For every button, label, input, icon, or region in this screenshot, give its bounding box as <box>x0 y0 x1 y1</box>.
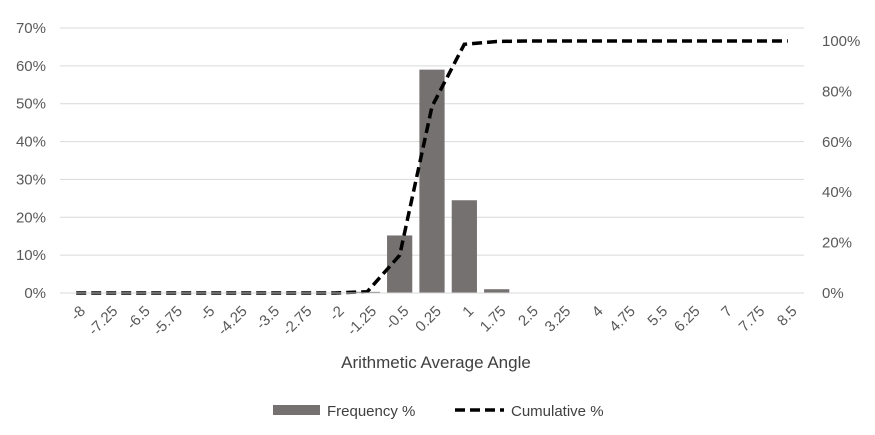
x-tick-label: 5.5 <box>644 303 671 330</box>
legend-label-cumulative: Cumulative % <box>511 403 604 420</box>
cumulative-line-path <box>76 39 788 295</box>
bar-1 <box>451 200 477 293</box>
y-left-tick-label: 10% <box>16 247 46 264</box>
y-right-tick-label: 0% <box>822 285 844 302</box>
y-left-tick-label: 20% <box>16 209 46 226</box>
x-tick-label: 4 <box>589 303 607 321</box>
y-right-tick-label: 20% <box>822 235 852 252</box>
x-tick-label: 6.25 <box>671 303 704 336</box>
x-axis-title: Arithmetic Average Angle <box>341 353 531 372</box>
legend-item-frequency: Frequency % <box>273 403 415 420</box>
cumulative-line <box>76 39 788 295</box>
x-tick-label: -1.25 <box>344 303 380 339</box>
x-tick-label: 1.75 <box>477 303 510 336</box>
x-tick-label: -6.5 <box>123 303 153 333</box>
x-tick-label: -8 <box>68 303 89 324</box>
y-left-tick-label: 70% <box>16 20 46 37</box>
x-tick-label: 4.75 <box>606 303 639 336</box>
legend: Frequency % Cumulative % <box>273 403 604 420</box>
y-right-tick-label: 100% <box>822 33 860 50</box>
y-right-tick-label: 60% <box>822 134 852 151</box>
x-tick-label: 2.5 <box>515 303 542 330</box>
y-left-tick-label: 60% <box>16 58 46 75</box>
bar-1.75 <box>484 289 510 293</box>
x-axis: -8-7.25 -6.5-5.75 -5-4.25 -3.5-2.75 -2-1.25-… <box>68 303 801 339</box>
x-tick-label: 0.25 <box>412 303 445 336</box>
y-right-axis: 0% 20% 40% 60% 80% 100% <box>822 33 860 302</box>
y-right-tick-label: 40% <box>822 184 852 201</box>
y-left-tick-label: 0% <box>24 285 46 302</box>
bar-0.25 <box>419 69 445 294</box>
frequency-bars <box>354 69 510 294</box>
x-tick-label: -3.5 <box>253 303 283 333</box>
x-tick-label: -5 <box>197 303 218 324</box>
legend-label-frequency: Frequency % <box>327 403 415 420</box>
x-tick-label: 8.5 <box>774 303 801 330</box>
x-tick-label: 1 <box>459 303 477 321</box>
y-left-axis: 0% 10% 20% 30% 40% 50% 60% 70% <box>16 20 46 302</box>
x-tick-label: -2.75 <box>279 303 315 339</box>
x-tick-label: 7.75 <box>736 303 769 336</box>
bar--0.5 <box>387 235 413 293</box>
legend-swatch-frequency <box>273 405 320 415</box>
x-tick-label: 7 <box>718 303 736 321</box>
x-tick-label: -4.25 <box>215 303 251 339</box>
legend-item-cumulative: Cumulative % <box>455 403 604 420</box>
x-tick-label: -0.5 <box>382 303 412 333</box>
y-left-tick-label: 50% <box>16 96 46 113</box>
x-tick-label: -2 <box>326 303 347 324</box>
y-left-tick-label: 30% <box>16 171 46 188</box>
y-right-tick-label: 80% <box>822 83 852 100</box>
x-tick-label: -5.75 <box>150 303 186 339</box>
x-tick-label: -7.25 <box>85 303 121 339</box>
x-tick-label: 3.25 <box>542 303 575 336</box>
y-left-tick-label: 40% <box>16 134 46 151</box>
